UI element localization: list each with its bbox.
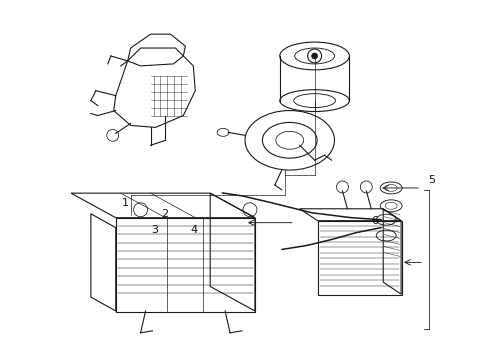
Circle shape (312, 53, 318, 59)
Text: 1: 1 (122, 198, 129, 208)
Circle shape (308, 49, 321, 63)
Text: 4: 4 (190, 225, 197, 235)
Text: 2: 2 (161, 209, 168, 219)
Text: 3: 3 (151, 225, 158, 235)
Bar (318, 221, 402, 295)
Text: 5: 5 (428, 175, 435, 185)
Bar (116, 218, 255, 312)
Text: 6: 6 (372, 216, 379, 226)
